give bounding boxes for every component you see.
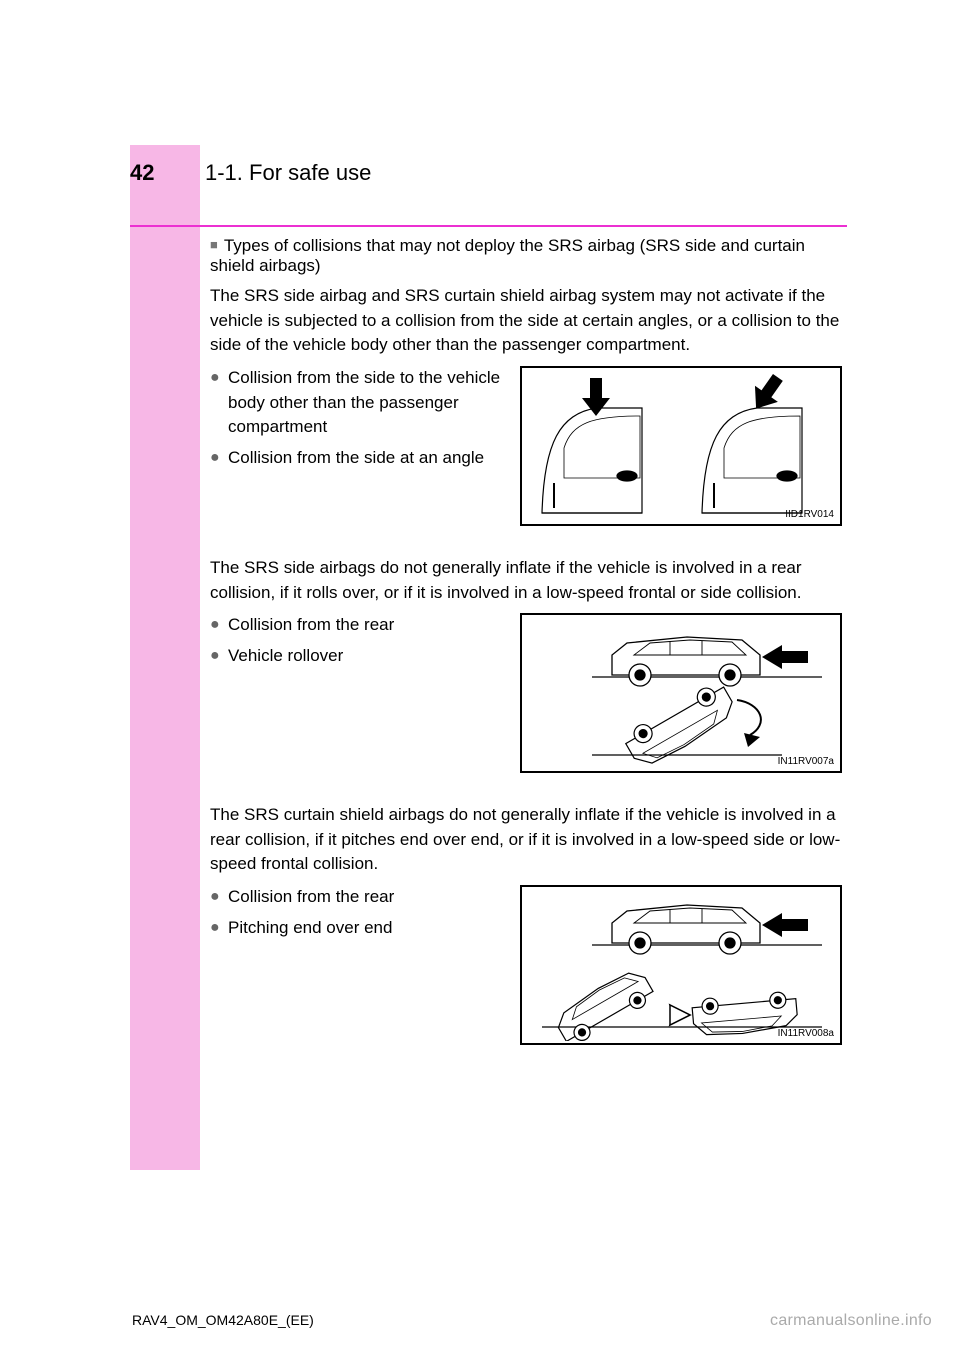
subheading: ■Types of collisions that may not deploy… bbox=[210, 236, 850, 276]
rear-rollover-illustration bbox=[522, 615, 838, 769]
bullet-icon: ● bbox=[210, 613, 228, 638]
block-heading: The SRS side airbags do not generally in… bbox=[210, 556, 850, 605]
intro-paragraph: The SRS side airbag and SRS curtain shie… bbox=[210, 284, 850, 358]
manual-page: 42 1-1. For safe use ■Types of collision… bbox=[0, 0, 960, 1358]
figure-code: IID1RV014 bbox=[785, 509, 834, 520]
bullet-icon: ● bbox=[210, 644, 228, 669]
bullet-icon: ● bbox=[210, 916, 228, 941]
rear-pitch-illustration bbox=[522, 887, 838, 1041]
square-bullet-icon: ■ bbox=[210, 237, 218, 252]
collision-angle-illustration bbox=[522, 368, 838, 522]
watermark: carmanualsonline.info bbox=[770, 1312, 932, 1330]
bullet-list: ● Collision from the side to the vehicle… bbox=[210, 366, 520, 477]
page-content: ■Types of collisions that may not deploy… bbox=[210, 236, 850, 1075]
content-block: ● Collision from the rear ● Pitching end… bbox=[210, 885, 850, 1045]
bullet-text: Vehicle rollover bbox=[228, 644, 505, 669]
figure-code: IN11RV008a bbox=[778, 1028, 834, 1039]
chapter-sidebar bbox=[130, 145, 200, 1170]
list-item: ● Collision from the side to the vehicle… bbox=[210, 366, 505, 440]
bullet-list: ● Collision from the rear ● Vehicle roll… bbox=[210, 613, 520, 674]
content-block: ● Collision from the rear ● Vehicle roll… bbox=[210, 613, 850, 773]
list-item: ● Collision from the rear bbox=[210, 613, 505, 638]
bullet-text: Pitching end over end bbox=[228, 916, 505, 941]
bullet-text: Collision from the side to the vehicle b… bbox=[228, 366, 505, 440]
bullet-icon: ● bbox=[210, 446, 228, 471]
list-item: ● Collision from the side at an angle bbox=[210, 446, 505, 471]
figure-side-angle-collision: IID1RV014 bbox=[520, 366, 842, 526]
header-rule bbox=[130, 225, 847, 227]
list-item: ● Pitching end over end bbox=[210, 916, 505, 941]
subheading-text: Types of collisions that may not deploy … bbox=[210, 236, 805, 275]
figure-rear-rollover: IN11RV007a bbox=[520, 613, 842, 773]
list-item: ● Collision from the rear bbox=[210, 885, 505, 910]
section-title: 1-1. For safe use bbox=[205, 160, 371, 186]
bullet-text: Collision from the rear bbox=[228, 885, 505, 910]
list-item: ● Vehicle rollover bbox=[210, 644, 505, 669]
bullet-icon: ● bbox=[210, 885, 228, 910]
figure-rear-pitch: IN11RV008a bbox=[520, 885, 842, 1045]
bullet-icon: ● bbox=[210, 366, 228, 440]
figure-code: IN11RV007a bbox=[778, 756, 834, 767]
bullet-text: Collision from the side at an angle bbox=[228, 446, 505, 471]
page-number: 42 bbox=[130, 160, 154, 186]
footer-code: RAV4_OM_OM42A80E_(EE) bbox=[132, 1312, 314, 1328]
content-block: ● Collision from the side to the vehicle… bbox=[210, 366, 850, 526]
block-heading: The SRS curtain shield airbags do not ge… bbox=[210, 803, 850, 877]
bullet-text: Collision from the rear bbox=[228, 613, 505, 638]
bullet-list: ● Collision from the rear ● Pitching end… bbox=[210, 885, 520, 946]
